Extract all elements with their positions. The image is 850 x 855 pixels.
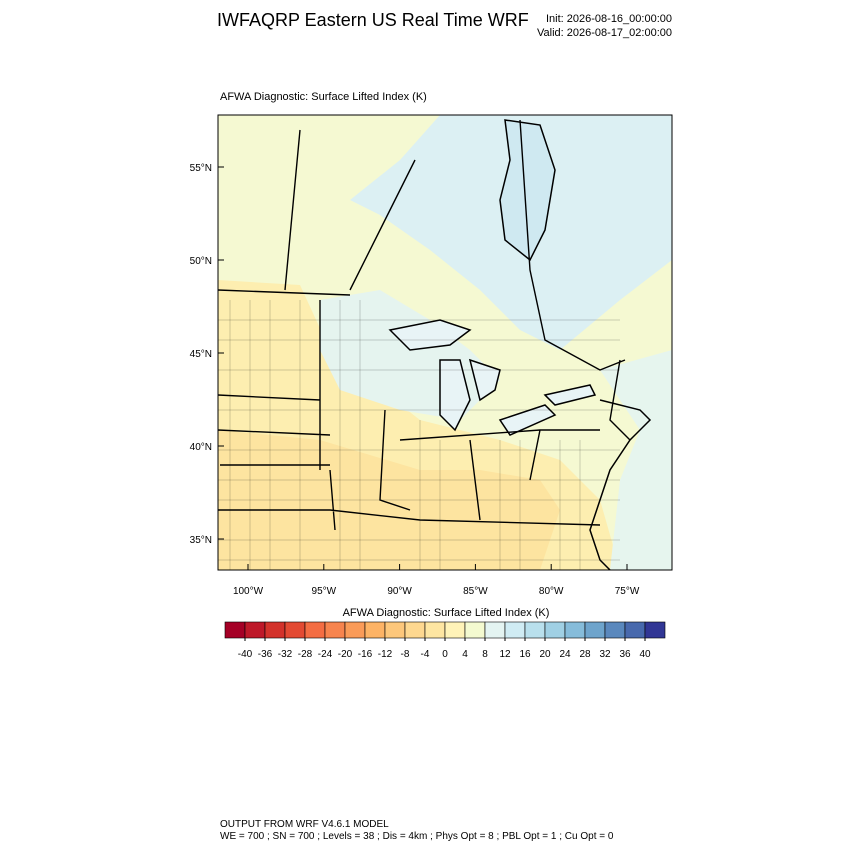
colorbar-label: 20: [539, 649, 551, 660]
colorbar: -40 -36 -32 -28 -24 -20 -16 -12 -8 -4 0 4 8 12 16 20 24 2…: [224, 621, 666, 660]
colorbar-label: -28: [298, 649, 313, 660]
lon-label: 90°W: [387, 586, 412, 597]
lat-label: 40°N: [190, 442, 212, 453]
colorbar-label: -32: [278, 649, 293, 660]
footer-line: OUTPUT FROM WRF V4.6.1 MODEL: [220, 819, 389, 830]
map-frame: [217, 114, 673, 571]
colorbar-label: -36: [258, 649, 273, 660]
lon-label: 95°W: [312, 586, 337, 597]
colorbar-label: 0: [442, 649, 448, 660]
colorbar-label: -20: [338, 649, 353, 660]
lat-label: 50°N: [190, 256, 212, 267]
lon-label: 80°W: [539, 586, 564, 597]
colorbar-label: 16: [519, 649, 531, 660]
lon-label: 85°W: [463, 586, 488, 597]
map: [217, 114, 673, 571]
colorbar-label: 40: [639, 649, 651, 660]
colorbar-box: [584, 621, 606, 639]
lat-label: 35°N: [190, 535, 212, 546]
colorbar-label: 32: [599, 649, 611, 660]
lat-label: 45°N: [190, 349, 212, 360]
init-time: Init: 2026-08-16_00:00:00: [546, 13, 672, 25]
colorbar-box: [304, 621, 326, 639]
colorbar-label: 12: [499, 649, 511, 660]
colorbar-box: [644, 621, 666, 639]
field-cool3: [600, 350, 672, 570]
colorbar-title: AFWA Diagnostic: Surface Lifted Index (K…: [343, 607, 550, 619]
lon-label: 75°W: [615, 586, 640, 597]
colorbar-box: [384, 621, 406, 639]
colorbar-box: [364, 621, 386, 639]
lon-label: 100°W: [233, 586, 264, 597]
colorbar-label: 8: [482, 649, 488, 660]
colorbar-box: [604, 621, 626, 639]
colorbar-box: [344, 621, 366, 639]
lat-label: 55°N: [190, 163, 212, 174]
colorbar-label: -8: [401, 649, 410, 660]
colorbar-box: [224, 621, 246, 639]
colorbar-box: [424, 621, 446, 639]
colorbar-label: -40: [238, 649, 253, 660]
colorbar-box: [544, 621, 566, 639]
title: IWFAQRP Eastern US Real Time WRF: [217, 10, 529, 30]
valid-time: Valid: 2026-08-17_02:00:00: [537, 27, 672, 39]
colorbar-box: [404, 621, 426, 639]
colorbar-box: [484, 621, 506, 639]
colorbar-box: [284, 621, 306, 639]
colorbar-box: [524, 621, 546, 639]
colorbar-label: -16: [358, 649, 373, 660]
colorbar-box: [244, 621, 266, 639]
great-lakes: [388, 319, 597, 436]
map-title: AFWA Diagnostic: Surface Lifted Index (K…: [220, 91, 427, 103]
colorbar-box: [444, 621, 466, 639]
colorbar-label: 24: [559, 649, 571, 660]
county-lines: [218, 300, 620, 570]
coastline: [589, 399, 652, 570]
colorbar-box: [624, 621, 646, 639]
colorbar-label: 4: [462, 649, 468, 660]
colorbar-label: 28: [579, 649, 591, 660]
colorbar-label: 36: [619, 649, 631, 660]
colorbar-box: [324, 621, 346, 639]
colorbar-box: [264, 621, 286, 639]
colorbar-label: -4: [421, 649, 430, 660]
colorbar-box: [564, 621, 586, 639]
colorbar-box: [504, 621, 526, 639]
colorbar-label: -12: [378, 649, 393, 660]
colorbar-label: -24: [318, 649, 333, 660]
footer-line: WE = 700 ; SN = 700 ; Levels = 38 ; Dis …: [220, 831, 614, 842]
colorbar-box: [464, 621, 486, 639]
